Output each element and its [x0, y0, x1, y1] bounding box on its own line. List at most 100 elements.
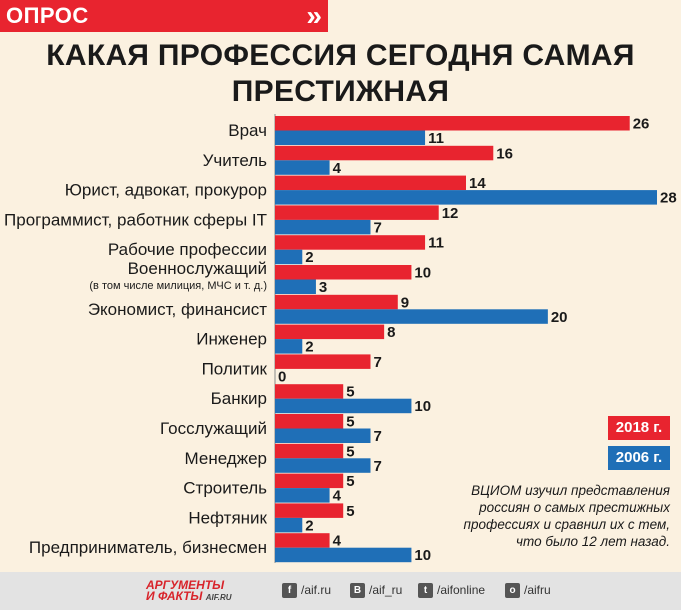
chart-title-line-2: ПРЕСТИЖНАЯ — [231, 75, 450, 108]
data-label: 14 — [469, 175, 486, 192]
odnoklassniki-link-text: /aifru — [524, 583, 551, 597]
data-label: 10 — [414, 265, 431, 282]
bar-2006 — [275, 428, 371, 443]
note-line-4: что было 12 лет назад. — [516, 534, 670, 549]
bar-2018 — [275, 235, 426, 250]
data-label: 20 — [551, 309, 568, 326]
facebook-link[interactable]: f/aif.ru — [282, 583, 332, 599]
bar-2018 — [275, 294, 398, 310]
chevron-right-icon: » — [306, 0, 322, 31]
category-note: (в том числе милиция, МЧС и т. д.) — [89, 280, 267, 292]
legend-2018: 2018 г. — [608, 416, 670, 440]
category-label: Рабочие профессии — [108, 240, 267, 259]
footer: АРГУМЕНТЫ И ФАКТЫ AIF.RU f/aif.ru В/aif_… — [0, 572, 681, 610]
category-label: Врач — [228, 121, 267, 140]
data-label: 4 — [333, 533, 342, 550]
category-label: Юрист, адвокат, прокурор — [65, 181, 267, 200]
note-line-3: профессиях и сравнил их с тем, — [463, 517, 670, 532]
vk-link-text: /aif_ru — [369, 583, 403, 597]
data-label: 5 — [346, 473, 354, 490]
data-label: 0 — [278, 368, 286, 385]
bar-2018 — [275, 414, 344, 429]
logo-line-1: АРГУМЕНТЫ — [146, 578, 225, 592]
bar-2018 — [275, 533, 330, 548]
data-label: 2 — [305, 339, 313, 356]
bar-2018 — [275, 384, 344, 399]
data-label: 11 — [428, 235, 444, 252]
data-label: 4 — [333, 488, 342, 505]
source-note: ВЦИОМ изучил представления россиян о сам… — [430, 482, 670, 550]
bar-2006 — [275, 190, 657, 205]
category-label: Учитель — [203, 151, 268, 170]
data-label: 2 — [305, 517, 313, 534]
data-label: 10 — [414, 398, 431, 415]
data-label: 5 — [346, 384, 354, 401]
bar-2018 — [275, 175, 466, 191]
bar-2006 — [275, 249, 303, 265]
category-label: Программист, работник сферы IT — [4, 210, 267, 229]
data-label: 5 — [346, 443, 354, 460]
chart-title: КАКАЯ ПРОФЕССИЯ СЕГОДНЯ САМАЯ ПРЕСТИЖНАЯ — [0, 38, 681, 110]
note-line-2: россиян о самых престижных — [479, 500, 670, 515]
bar-2006 — [275, 279, 316, 294]
data-label: 11 — [428, 130, 444, 147]
twitter-link[interactable]: t/aifonline — [418, 583, 486, 599]
vk-icon: В — [350, 583, 365, 599]
data-label: 5 — [346, 503, 354, 520]
data-label: 9 — [401, 294, 409, 311]
bar-2018 — [275, 116, 630, 131]
note-line-1: ВЦИОМ изучил представления — [471, 483, 670, 498]
category-label: Банкир — [211, 389, 267, 408]
vk-link[interactable]: В/aif_ru — [350, 583, 403, 599]
data-label: 10 — [414, 547, 431, 564]
category-badge: ОПРОС » — [0, 0, 328, 32]
data-label: 16 — [496, 145, 513, 162]
bar-2018 — [275, 473, 344, 489]
bar-2018 — [275, 145, 494, 161]
data-label: 7 — [374, 458, 382, 475]
data-label: 5 — [346, 414, 354, 431]
odnoklassniki-link[interactable]: о/aifru — [505, 583, 551, 599]
data-label: 7 — [374, 354, 382, 371]
bar-2006 — [275, 160, 330, 175]
bar-2006 — [275, 219, 371, 235]
bar-2018 — [275, 354, 371, 369]
data-label: 7 — [374, 219, 382, 236]
twitter-link-text: /aifonline — [437, 583, 486, 597]
bar-2006 — [275, 547, 412, 563]
facebook-icon: f — [282, 583, 297, 599]
bar-2006 — [275, 398, 412, 414]
category-label: Менеджер — [185, 449, 267, 468]
category-label: Строитель — [183, 479, 267, 498]
logo-line-2: И ФАКТЫ AIF.RU — [146, 589, 232, 603]
bar-2006 — [275, 309, 548, 324]
bar-2006 — [275, 517, 303, 533]
category-label: Предприниматель, бизнесмен — [29, 538, 267, 557]
bar-chart: Врач 26 11 Учитель 16 4 Юрист, адвокат, прокур… — [4, 114, 677, 564]
category-label: Экономист, финансист — [88, 300, 267, 319]
bar-2018 — [275, 443, 344, 459]
bar-2018 — [275, 265, 412, 280]
twitter-icon: t — [418, 583, 433, 599]
bar-2006 — [275, 130, 426, 145]
data-label: 12 — [442, 205, 459, 222]
bar-2018 — [275, 503, 344, 518]
bar-2006 — [275, 458, 371, 473]
aif-logo[interactable]: АРГУМЕНТЫ И ФАКТЫ AIF.RU — [146, 578, 246, 603]
facebook-link-text: /aif.ru — [301, 583, 332, 597]
badge-label: ОПРОС — [6, 3, 89, 28]
data-label: 26 — [633, 116, 650, 133]
category-label: Инженер — [196, 330, 267, 349]
legend-2006: 2006 г. — [608, 446, 670, 470]
data-label: 4 — [333, 160, 342, 177]
category-label: Госслужащий — [160, 419, 267, 438]
bar-2006 — [275, 339, 303, 354]
category-label: Нефтяник — [188, 508, 267, 527]
bar-2018 — [275, 324, 385, 340]
data-label: 3 — [319, 279, 327, 296]
logo-site: AIF.RU — [205, 593, 232, 602]
category-label: Политик — [202, 359, 268, 378]
bar-2018 — [275, 205, 439, 220]
data-label: 8 — [387, 324, 395, 341]
chart-title-line-1: КАКАЯ ПРОФЕССИЯ СЕГОДНЯ САМАЯ — [46, 39, 635, 72]
